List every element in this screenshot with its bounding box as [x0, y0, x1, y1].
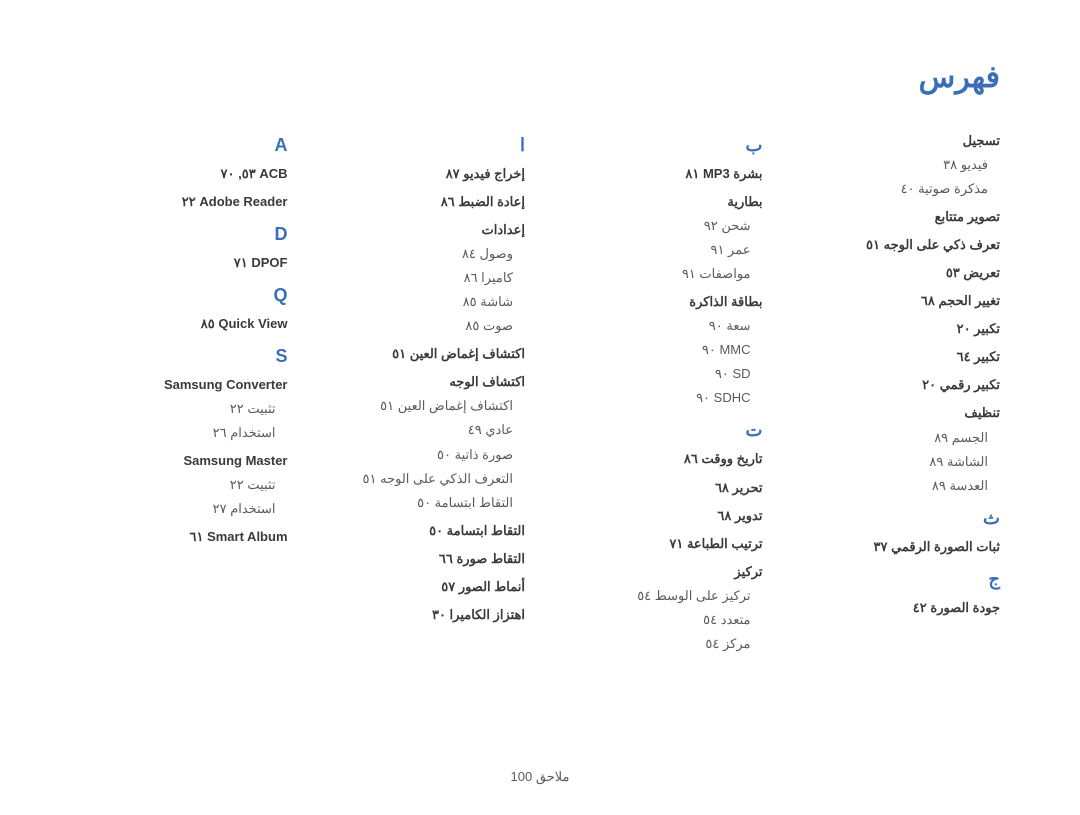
- index-entry-bold: تكبير ٢٠: [793, 317, 1001, 341]
- index-entry-bold: التقاط ابتسامة ٥٠: [318, 519, 526, 543]
- index-entry-bold: تسجيل: [793, 129, 1001, 153]
- index-entry-sub: الجسم ٨٩: [793, 426, 1001, 450]
- index-entry-bold: أنماط الصور ٥٧: [318, 575, 526, 599]
- index-entry-sub: سعة ٩٠: [555, 314, 763, 338]
- section-letter: ا: [318, 135, 526, 156]
- index-entry-bold: بشرة MP3 ٨١: [555, 162, 763, 186]
- section-letter: D: [80, 224, 288, 245]
- index-entry-bold: تكبير ٦٤: [793, 345, 1001, 369]
- index-entry-sub: MMC ٩٠: [555, 338, 763, 362]
- index-entry-bold: اهتزاز الكاميرا ٣٠: [318, 603, 526, 627]
- index-entry-sub: تثبيت ٢٢: [80, 473, 288, 497]
- index-entry-bold: Samsung Master: [80, 449, 288, 473]
- index-entry-bold: تكبير رقمي ٢٠: [793, 373, 1001, 397]
- index-entry-bold: إعدادات: [318, 218, 526, 242]
- index-entry-bold: تدوير ٦٨: [555, 504, 763, 528]
- index-entry-sub: التعرف الذكي على الوجه ٥١: [318, 467, 526, 491]
- index-entry-sub: شاشة ٨٥: [318, 290, 526, 314]
- index-entry-bold: بطارية: [555, 190, 763, 214]
- index-entry-bold: تعرف ذكي على الوجه ٥١: [793, 233, 1001, 257]
- index-entry-sub: مواصفات ٩١: [555, 262, 763, 286]
- page-title: فهرس: [80, 60, 1000, 95]
- section-letter: ت: [555, 420, 763, 441]
- index-entry-sub: عمر ٩١: [555, 238, 763, 262]
- index-entry-sub: شحن ٩٢: [555, 214, 763, 238]
- index-entry-bold: اكتشاف إغماض العين ٥١: [318, 342, 526, 366]
- index-entry-sub: متعدد ٥٤: [555, 608, 763, 632]
- index-entry-sub: تركيز على الوسط ٥٤: [555, 584, 763, 608]
- index-entry-bold: DPOF ٧١: [80, 251, 288, 275]
- section-letter: S: [80, 346, 288, 367]
- index-entry-bold: Samsung Converter: [80, 373, 288, 397]
- section-letter: A: [80, 135, 288, 156]
- index-entry-bold: Smart Album ٦١: [80, 525, 288, 549]
- index-entry-sub: التقاط ابتسامة ٥٠: [318, 491, 526, 515]
- index-entry-bold: تغيير الحجم ٦٨: [793, 289, 1001, 313]
- index-entry-sub: مركز ٥٤: [555, 632, 763, 656]
- index-entry-sub: SDHC ٩٠: [555, 386, 763, 410]
- index-entry-bold: ترتيب الطباعة ٧١: [555, 532, 763, 556]
- section-letter: Q: [80, 285, 288, 306]
- index-column: تسجيلفيديو ٣٨مذكرة صوتية ٤٠ تصوير متتابع ت…: [793, 125, 1001, 656]
- index-entry-sub: استخدام ٢٧: [80, 497, 288, 521]
- index-entry-sub: كاميرا ٨٦: [318, 266, 526, 290]
- index-entry-bold: ACB ٥٣, ٧٠: [80, 162, 288, 186]
- index-entry-sub: عادي ٤٩: [318, 418, 526, 442]
- index-entry-sub: تثبيت ٢٢: [80, 397, 288, 421]
- section-letter: ج: [793, 569, 1001, 590]
- index-entry-sub: صورة ذاتية ٥٠: [318, 443, 526, 467]
- index-entry-bold: ثبات الصورة الرقمي ٣٧: [793, 535, 1001, 559]
- section-letter: ث: [793, 508, 1001, 529]
- index-columns: A ACB ٥٣, ٧٠ Adobe Reader ٢٢ D DPOF ٧١ Q Quick…: [80, 125, 1000, 656]
- index-entry-bold: اكتشاف الوجه: [318, 370, 526, 394]
- index-entry-sub: فيديو ٣٨: [793, 153, 1001, 177]
- index-entry-sub: العدسة ٨٩: [793, 474, 1001, 498]
- index-entry-sub: SD ٩٠: [555, 362, 763, 386]
- index-column: ا إخراج فيديو ٨٧ إعادة الضبط ٨٦ إعداداتوصول…: [318, 125, 526, 656]
- index-entry-sub: استخدام ٢٦: [80, 421, 288, 445]
- index-entry-bold: تركيز: [555, 560, 763, 584]
- index-entry-bold: جودة الصورة ٤٢: [793, 596, 1001, 620]
- index-entry-sub: وصول ٨٤: [318, 242, 526, 266]
- index-column: A ACB ٥٣, ٧٠ Adobe Reader ٢٢ D DPOF ٧١ Q Quick…: [80, 125, 288, 656]
- index-entry-bold: إخراج فيديو ٨٧: [318, 162, 526, 186]
- index-entry-bold: تاريخ ووقت ٨٦: [555, 447, 763, 471]
- index-entry-bold: Adobe Reader ٢٢: [80, 190, 288, 214]
- index-entry-bold: تنظيف: [793, 401, 1001, 425]
- page-footer: ملاحق 100: [0, 769, 1080, 785]
- index-entry-bold: بطاقة الذاكرة: [555, 290, 763, 314]
- index-column: ب بشرة MP3 ٨١ بطاريةشحن ٩٢عمر ٩١مواصفات ٩١…: [555, 125, 763, 656]
- index-entry-sub: اكتشاف إغماض العين ٥١: [318, 394, 526, 418]
- index-entry-sub: الشاشة ٨٩: [793, 450, 1001, 474]
- index-entry-bold: تصوير متتابع: [793, 205, 1001, 229]
- index-entry-sub: مذكرة صوتية ٤٠: [793, 177, 1001, 201]
- section-letter: ب: [555, 135, 763, 156]
- index-entry-bold: التقاط صورة ٦٦: [318, 547, 526, 571]
- index-entry-bold: تعريض ٥٣: [793, 261, 1001, 285]
- index-entry-bold: تحرير ٦٨: [555, 476, 763, 500]
- index-entry-bold: Quick View ٨٥: [80, 312, 288, 336]
- index-entry-sub: صوت ٨٥: [318, 314, 526, 338]
- index-entry-bold: إعادة الضبط ٨٦: [318, 190, 526, 214]
